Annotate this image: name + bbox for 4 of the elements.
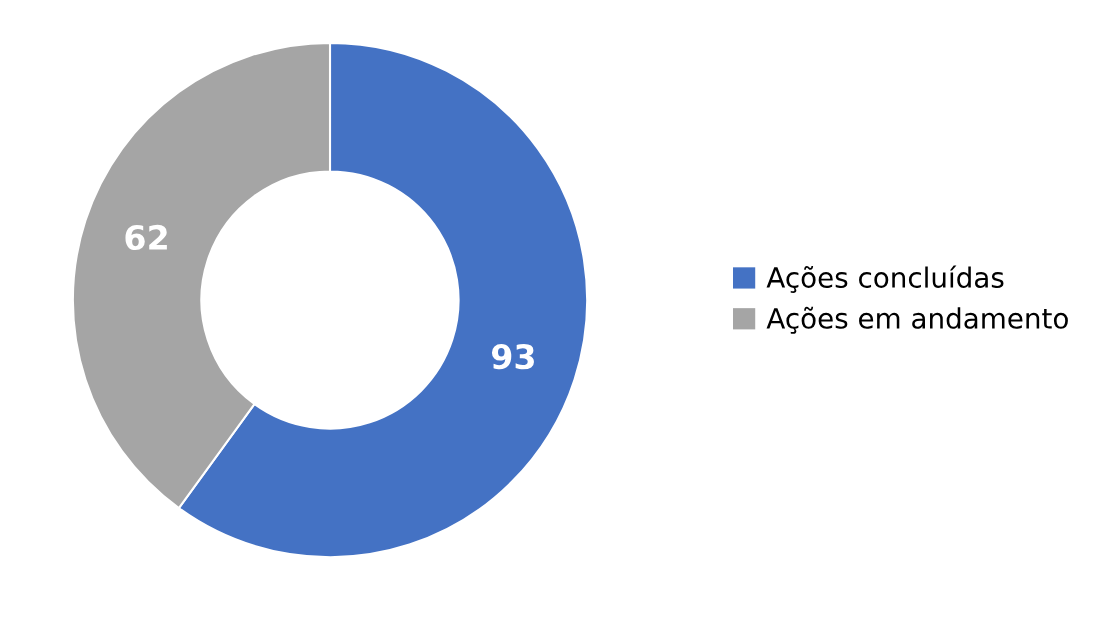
legend-label: Ações concluídas — [766, 265, 1004, 293]
data-label: 62 — [125, 224, 167, 251]
data-label: 93 — [491, 344, 534, 370]
legend-label: Ações em andamento — [766, 306, 1068, 334]
